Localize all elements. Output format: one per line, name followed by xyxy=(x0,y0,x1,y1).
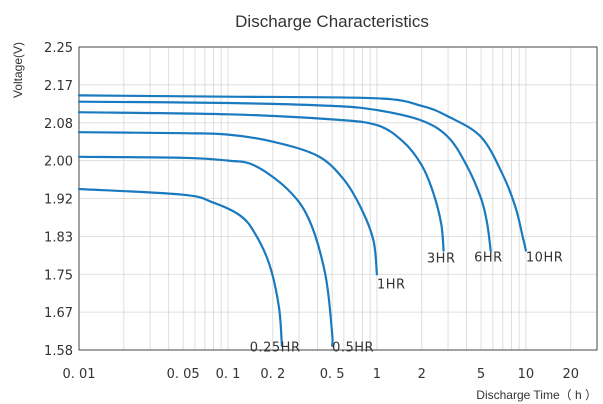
x-tick-label: 0. 5 xyxy=(320,367,345,382)
curve-10hr xyxy=(77,94,527,252)
grid xyxy=(79,46,597,351)
x-tick-label: 0. 01 xyxy=(62,367,95,382)
curve-1hr xyxy=(77,131,378,276)
x-axis-label: Discharge Time（ h ） xyxy=(476,388,597,402)
x-tick-label: 2 xyxy=(418,367,426,382)
curve-label: 3HR xyxy=(427,252,456,267)
curve-label: 6HR xyxy=(474,250,503,265)
curve-0-5hr xyxy=(77,155,334,347)
x-tick-label: 0. 05 xyxy=(167,367,200,382)
y-tick-label: 1.75 xyxy=(44,268,73,283)
y-tick-label: 2.08 xyxy=(44,117,73,132)
x-tick-label: 10 xyxy=(518,367,535,382)
y-tick-label: 2.17 xyxy=(44,79,73,94)
curve-label: 0.5HR xyxy=(332,341,374,356)
y-tick-label: 1.83 xyxy=(44,230,73,245)
y-tick-label: 2.25 xyxy=(44,41,73,56)
x-tick-label: 5 xyxy=(477,367,485,382)
x-tick-labels: 0. 01 0. 05 0. 1 0. 2 0. 5 1 2 5 10 20 xyxy=(62,367,579,382)
curves xyxy=(77,94,527,347)
curve-0-25hr xyxy=(77,187,283,347)
x-tick-label: 1 xyxy=(373,367,381,382)
curve-label: 10HR xyxy=(526,250,563,265)
y-tick-label: 1.67 xyxy=(44,306,73,321)
y-axis-label: Voltage(V) xyxy=(11,42,25,98)
y-tick-label: 1.58 xyxy=(44,344,73,359)
x-tick-label: 0. 1 xyxy=(216,367,241,382)
axes xyxy=(78,46,598,351)
x-tick-label: 20 xyxy=(562,367,579,382)
curve-label: 1HR xyxy=(377,278,406,293)
curve-label: 0.25HR xyxy=(250,341,301,356)
x-tick-label: 0. 2 xyxy=(260,367,285,382)
y-tick-label: 1.92 xyxy=(44,193,73,208)
curve-3hr xyxy=(77,111,445,252)
chart-title: Discharge Characteristics xyxy=(235,12,429,31)
curve-labels: 10HR 6HR 3HR 1HR 0.5HR 0.25HR xyxy=(250,250,563,356)
curve-6hr xyxy=(77,100,492,252)
y-tick-label: 2.00 xyxy=(44,155,73,170)
plot-frame xyxy=(78,46,598,351)
y-tick-labels: 2.25 2.17 2.08 2.00 1.92 1.83 1.75 1.67 1.58 xyxy=(44,41,73,359)
